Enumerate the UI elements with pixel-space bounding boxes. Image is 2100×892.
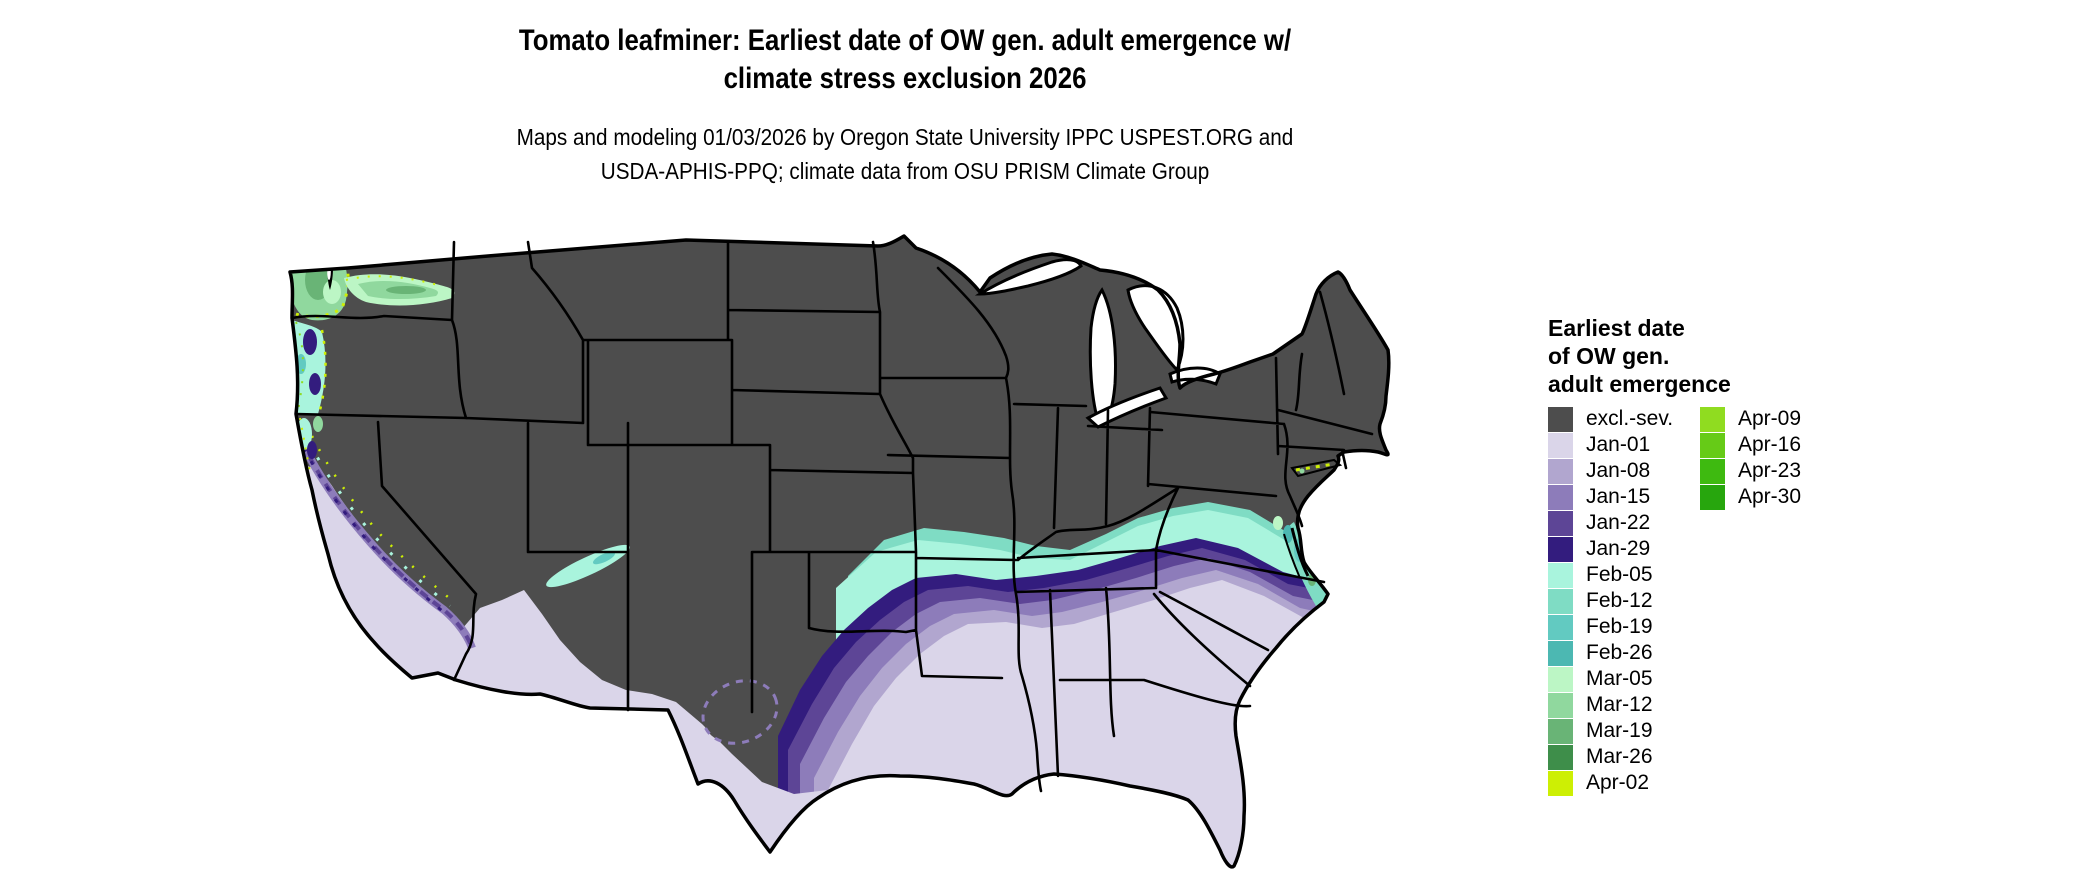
legend-entry: Apr-02 [1548, 770, 1673, 796]
long-island-green-dot [1299, 468, 1305, 474]
legend-entry: Jan-01 [1548, 432, 1673, 458]
legend-swatch [1548, 406, 1573, 432]
legend-entry: Feb-19 [1548, 614, 1673, 640]
legend-label: Jan-29 [1586, 537, 1651, 560]
davis-fringe-jan15 [701, 679, 779, 745]
region-columbia-basin-core [386, 286, 426, 294]
page-subtitle-line2: USDA-APHIS-PPQ; climate data from OSU PR… [600, 158, 1210, 184]
legend-title-line1: Earliest date [1548, 315, 1685, 341]
page-subtitle: Maps and modeling 01/03/2026 by Oregon S… [91, 120, 1720, 188]
legend-swatch [1548, 744, 1573, 770]
legend-entry: Jan-15 [1548, 484, 1673, 510]
legend-label: Mar-26 [1586, 745, 1653, 768]
state-borders [290, 240, 1374, 793]
long-island [1290, 458, 1343, 478]
page-title-line1: Tomato leafminer: Earliest date of OW ge… [518, 24, 1292, 57]
legend-label: Apr-09 [1738, 407, 1802, 430]
legend-swatch [1700, 406, 1725, 432]
legend-column-2: Apr-09 Apr-16 Apr-23 Apr-30 [1700, 406, 1801, 510]
legend-entry: Mar-05 [1548, 666, 1673, 692]
region-willamette-indigo-1 [303, 329, 317, 355]
region-davis-mountains-gray [703, 680, 777, 744]
legend-swatch [1548, 718, 1573, 744]
region-willamette-indigo-2 [309, 373, 321, 395]
legend-label: Apr-23 [1738, 459, 1802, 482]
legend-entry: Feb-05 [1548, 562, 1673, 588]
legend-swatch [1548, 692, 1573, 718]
legend-entry: Apr-09 [1700, 406, 1801, 432]
long-island-apr02-speckles [1295, 462, 1335, 472]
legend-label: Feb-05 [1586, 563, 1653, 586]
legend-title-line3: adult emergence [1548, 371, 1731, 397]
lake-superior [974, 258, 1083, 296]
legend-entry: Apr-16 [1700, 432, 1801, 458]
legend-entry: Jan-08 [1548, 458, 1673, 484]
legend-entry: Apr-30 [1700, 484, 1801, 510]
legend-swatch [1548, 536, 1573, 562]
legend-entry: Mar-12 [1548, 692, 1673, 718]
chesapeake-bay-water [1290, 527, 1310, 577]
page-title: Tomato leafminer: Earliest date of OW ge… [127, 22, 1684, 98]
legend-label: Jan-08 [1586, 459, 1651, 482]
legend-entry: Feb-26 [1548, 640, 1673, 666]
region-mogollon-teal [592, 551, 616, 565]
legend-swatch [1548, 588, 1573, 614]
legend-swatch [1548, 666, 1573, 692]
legend-swatch [1548, 458, 1573, 484]
legend-entry: Mar-19 [1548, 718, 1673, 744]
region-newengland-apr02-dot3 [1377, 455, 1383, 461]
legend-label: Jan-22 [1586, 511, 1651, 534]
legend-label: Feb-12 [1586, 589, 1653, 612]
legend-swatch [1548, 484, 1573, 510]
page-subtitle-line1: Maps and modeling 01/03/2026 by Oregon S… [516, 124, 1294, 150]
legend-title: Earliest date of OW gen. adult emergence [1548, 314, 1978, 398]
legend-swatch [1548, 510, 1573, 536]
legend-entry: Mar-26 [1548, 744, 1673, 770]
legend-swatch [1700, 458, 1725, 484]
region-norcal-indigo [307, 441, 317, 459]
sierra-fringe-jan22 [300, 441, 474, 649]
region-newengland-apr02-dot2 [1364, 452, 1368, 456]
legend-label: Apr-16 [1738, 433, 1802, 456]
legend-label: excl.-sev. [1586, 407, 1674, 430]
legend-label: Mar-12 [1586, 693, 1653, 716]
chesapeake-bay-arm [1283, 533, 1301, 579]
us-map-svg [288, 234, 1391, 869]
legend-label: Mar-05 [1586, 667, 1653, 690]
region-delmarva-mar05 [1273, 516, 1283, 530]
legend-title-line2: of OW gen. [1548, 343, 1670, 369]
legend-entry: Apr-23 [1700, 458, 1801, 484]
legend-label: Apr-02 [1586, 771, 1650, 794]
legend-entry: Jan-22 [1548, 510, 1673, 536]
region-wa-mint [323, 280, 341, 304]
legend-label: Jan-15 [1586, 485, 1651, 508]
legend-swatch [1548, 770, 1573, 796]
pacific-northwest-region [290, 248, 455, 473]
legend-swatch [1548, 614, 1573, 640]
legend-label: Mar-19 [1586, 719, 1653, 742]
us-map-figure [288, 228, 1392, 876]
puget-sound-channel [327, 264, 331, 280]
legend-swatch [1548, 640, 1573, 666]
legend-swatch [1548, 432, 1573, 458]
map-legend: Earliest date of OW gen. adult emergence… [1548, 314, 1978, 796]
legend-label: Apr-30 [1738, 485, 1802, 508]
legend-swatch [1700, 432, 1725, 458]
legend-column-1: excl.-sev. Jan-01 Jan-08 Jan-15 Jan-22 Jan-29… [1548, 406, 1673, 796]
legend-label: Jan-01 [1586, 433, 1651, 456]
legend-label: Feb-19 [1586, 615, 1653, 638]
legend-entry: Feb-12 [1548, 588, 1673, 614]
legend-label: Feb-26 [1586, 641, 1653, 664]
legend-swatch [1700, 484, 1725, 510]
legend-entry: excl.-sev. [1548, 406, 1673, 432]
legend-entry: Jan-29 [1548, 536, 1673, 562]
legend-swatch [1548, 562, 1573, 588]
region-norcal-green [313, 416, 323, 432]
page-title-line2: climate stress exclusion 2026 [723, 62, 1087, 95]
region-newengland-apr02-dot1 [1347, 453, 1353, 459]
